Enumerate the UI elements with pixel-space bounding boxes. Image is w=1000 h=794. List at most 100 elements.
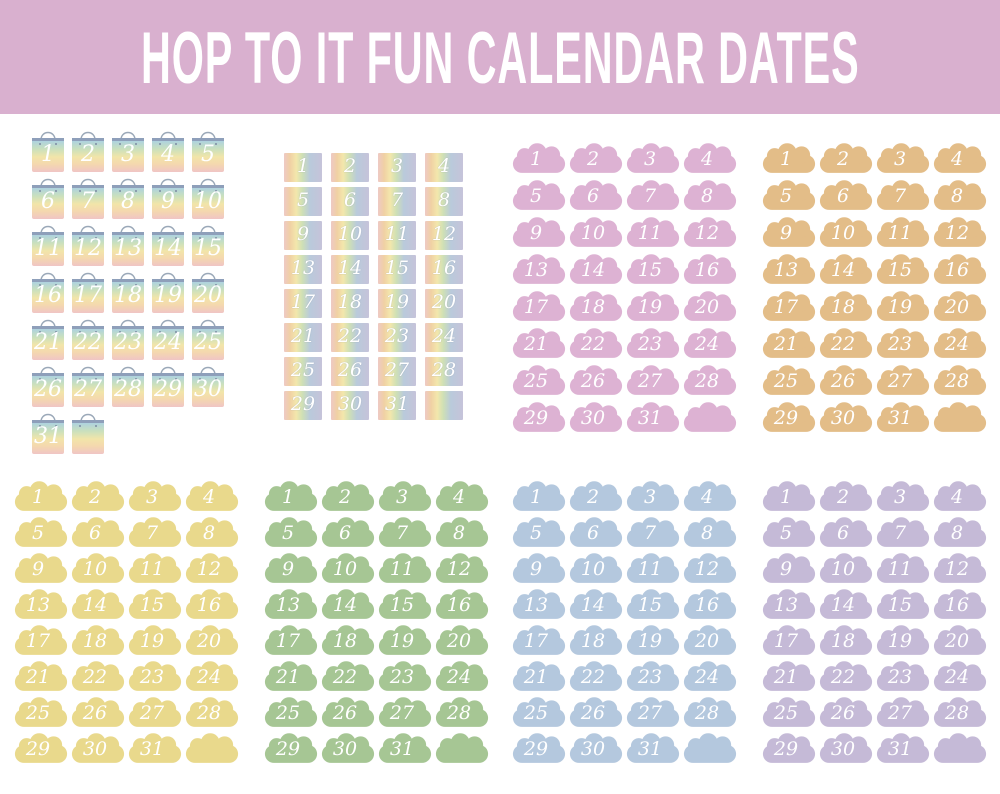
bag-handle-icon	[120, 225, 136, 234]
bag-handle-icon	[40, 366, 56, 375]
bag-handle-icon	[200, 272, 216, 281]
cloud-shape-icon	[512, 517, 566, 547]
bag-body	[152, 138, 184, 172]
date-sticker: 25	[512, 697, 566, 728]
date-sticker: 12	[933, 217, 987, 248]
date-sticker: 16	[185, 589, 239, 620]
cloud-shape-icon	[512, 733, 566, 763]
date-sticker: 8	[933, 517, 987, 548]
date-sticker: 11	[128, 553, 182, 584]
date-sticker: 22	[331, 323, 369, 352]
date-sticker: 24	[933, 661, 987, 692]
bag-body	[72, 232, 104, 266]
date-sticker: 28	[933, 365, 987, 396]
date-sticker: 8	[425, 187, 463, 216]
date-sticker: 10	[192, 176, 224, 219]
date-number: 24	[431, 325, 457, 347]
date-number: 16	[431, 257, 457, 279]
date-sticker: 16	[933, 589, 987, 620]
date-sticker: 6	[819, 180, 873, 211]
cloud-shape-icon	[626, 143, 680, 173]
date-sticker: 4	[435, 481, 489, 512]
date-sticker: 15	[378, 255, 416, 284]
cloud-shape-icon	[683, 697, 737, 727]
cloud-shape-icon	[626, 365, 680, 395]
cloud-shape-icon	[933, 402, 987, 432]
cloud-shape-icon	[128, 481, 182, 511]
date-sticker: 5	[192, 129, 224, 172]
date-sticker: 4	[933, 481, 987, 512]
date-sticker: 6	[819, 517, 873, 548]
cloud-shape-icon	[128, 733, 182, 763]
bag-body	[32, 279, 64, 313]
date-sticker: 21	[512, 661, 566, 692]
cloud-shape-icon	[321, 733, 375, 763]
cloud-shape-icon	[683, 661, 737, 691]
date-sticker: 24	[152, 317, 184, 360]
bag-handle-icon	[40, 225, 56, 234]
sticker-sheet-rainbow-squares: 1 2 3 4 5 6 7 8 9 10 11 12 13 14 15 16 17 18 19 20 21 22 23 24 2…	[284, 153, 463, 420]
date-sticker: 24	[683, 328, 737, 359]
date-sticker: 14	[331, 255, 369, 284]
date-number: 9	[296, 223, 310, 245]
date-sticker: 30	[819, 402, 873, 433]
cloud-shape-icon	[762, 697, 816, 727]
cloud-shape-icon	[819, 697, 873, 727]
date-sticker: 6	[569, 180, 623, 211]
date-sticker: 8	[185, 517, 239, 548]
date-sticker: 29	[512, 402, 566, 433]
cloud-shape-icon	[819, 143, 873, 173]
date-sticker: 3	[626, 143, 680, 174]
date-sticker: 18	[321, 625, 375, 656]
date-sticker: 20	[683, 625, 737, 656]
date-sticker: 11	[32, 223, 64, 266]
date-sticker: 29	[284, 391, 322, 420]
date-sticker: 9	[762, 217, 816, 248]
bag-handle-icon	[200, 366, 216, 375]
date-sticker: 9	[762, 553, 816, 584]
cloud-shape-icon	[683, 481, 737, 511]
blank-sticker	[683, 402, 737, 433]
cloud-shape-icon	[819, 291, 873, 321]
date-sticker: 3	[378, 481, 432, 512]
date-sticker: 30	[569, 733, 623, 764]
bag-handle-icon	[160, 319, 176, 328]
cloud-shape-icon	[321, 517, 375, 547]
cloud-shape-icon	[569, 697, 623, 727]
date-sticker: 18	[112, 270, 144, 313]
date-sticker: 6	[321, 517, 375, 548]
date-sticker: 17	[512, 291, 566, 322]
date-sticker: 15	[192, 223, 224, 266]
bag-handle-icon	[120, 178, 136, 187]
cloud-shape-icon	[626, 661, 680, 691]
cloud-shape-icon	[71, 517, 125, 547]
date-sticker: 26	[819, 697, 873, 728]
cloud-shape-icon	[435, 625, 489, 655]
date-sticker: 28	[185, 697, 239, 728]
cloud-shape-icon	[626, 254, 680, 284]
cloud-shape-icon	[876, 402, 930, 432]
date-sticker: 2	[569, 481, 623, 512]
cloud-shape-icon	[626, 625, 680, 655]
cloud-shape-icon	[569, 661, 623, 691]
cloud-shape-icon	[819, 481, 873, 511]
cloud-shape-icon	[569, 143, 623, 173]
cloud-shape-icon	[819, 661, 873, 691]
date-sticker: 21	[32, 317, 64, 360]
date-sticker: 8	[683, 180, 737, 211]
date-sticker: 15	[876, 254, 930, 285]
date-sticker: 1	[32, 129, 64, 172]
bag-body	[152, 279, 184, 313]
date-sticker: 21	[264, 661, 318, 692]
cloud-shape-icon	[512, 217, 566, 247]
date-sticker: 21	[762, 661, 816, 692]
cloud-shape-icon	[14, 481, 68, 511]
cloud-shape-icon	[14, 733, 68, 763]
date-sticker: 24	[185, 661, 239, 692]
date-sticker: 31	[378, 391, 416, 420]
date-sticker: 7	[626, 517, 680, 548]
date-sticker: 31	[32, 411, 64, 454]
date-sticker: 15	[876, 589, 930, 620]
date-sticker: 22	[321, 661, 375, 692]
date-sticker: 3	[876, 481, 930, 512]
